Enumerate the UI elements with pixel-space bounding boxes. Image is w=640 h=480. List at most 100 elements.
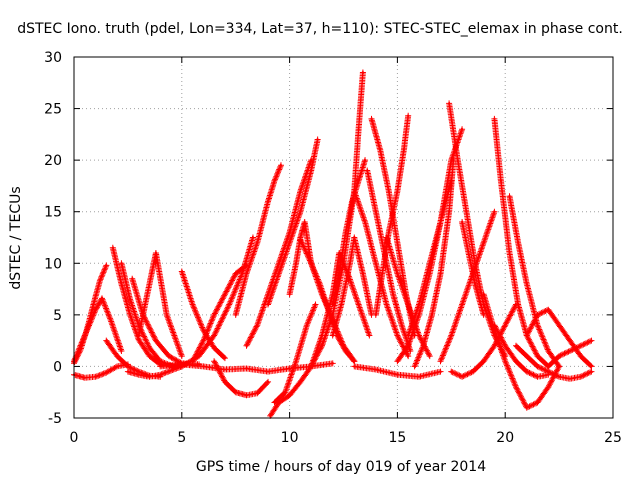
data-point [223,368,227,371]
data-point [357,303,360,306]
data-point [299,380,302,384]
data-point [309,262,313,265]
data-point [318,282,321,286]
data-point [331,313,334,317]
data-point [350,200,354,203]
data-point [256,323,259,327]
data-point [212,313,216,317]
data-point [98,279,102,283]
data-point [514,385,518,389]
data-point [212,346,216,350]
data-point [180,354,183,358]
series-19 [271,301,319,406]
data-point [305,323,309,327]
data-point [266,293,270,296]
data-point [154,339,158,342]
data-point [516,303,520,306]
data-point [335,334,339,337]
data-point [100,297,104,300]
data-point [353,236,356,239]
data-point [396,334,399,337]
series-6 [103,337,164,380]
data-point [460,375,464,378]
data-point [294,262,298,265]
data-point [212,334,216,337]
data-point [450,334,453,337]
data-point [391,293,395,296]
data-point [105,339,108,342]
data-point [148,346,151,350]
data-point [357,128,360,131]
data-point [482,313,485,317]
data-point [234,272,237,275]
series-34-markers [405,126,466,339]
data-point [406,344,410,347]
data-point [266,380,270,384]
data-point [266,200,270,203]
data-point [493,323,496,327]
data-point [148,354,151,358]
series-3-markers [71,361,131,381]
data-point [396,241,399,244]
data-point [547,365,550,368]
data-point [447,210,451,213]
data-point [406,354,410,358]
data-point [456,158,459,162]
data-point [344,349,347,353]
data-point [128,313,132,317]
data-point [590,370,593,373]
data-point [370,313,373,317]
data-point [467,251,470,255]
data-point [331,334,334,337]
data-point [482,293,485,296]
data-point [273,179,276,182]
data-point [273,401,276,404]
data-point [504,360,507,363]
data-point [143,303,147,306]
y-tick-label: 5 [53,308,62,324]
data-point [396,189,399,193]
data-point [197,354,201,358]
data-point [154,251,158,255]
series-40 [491,115,552,370]
data-point [417,375,421,378]
data-point [413,365,416,368]
data-point [361,272,365,275]
data-point [105,264,108,267]
data-point [245,344,248,347]
data-point [396,272,399,275]
data-point [357,179,360,182]
data-point [266,370,270,373]
data-point [288,293,291,296]
data-point [508,251,511,255]
y-tick-label: 10 [44,256,62,272]
x-tick-label: 15 [388,430,406,446]
data-point [499,179,503,182]
y-tick-label: 30 [44,50,62,66]
series-15 [232,162,284,318]
data-point [366,169,369,172]
data-point [536,375,539,378]
data-point [251,236,255,239]
series-25 [329,234,375,339]
data-point [417,313,421,317]
x-tick-label: 5 [177,430,186,446]
data-point [447,102,451,105]
data-point [228,303,231,306]
series-17 [265,136,321,308]
data-point [374,313,378,317]
data-point [557,323,561,327]
data-point [493,344,496,347]
data-points [71,69,595,419]
data-point [547,385,550,389]
data-point [288,394,291,397]
chart-title: dSTEC Iono. truth (pdel, Lon=334, Lat=37… [17,21,623,37]
data-point [288,231,291,234]
data-point [493,117,496,121]
data-point [309,169,313,172]
data-point [400,323,403,327]
series-15-markers [232,162,284,318]
data-point [191,303,194,306]
data-point [279,164,283,167]
data-point [557,354,561,358]
